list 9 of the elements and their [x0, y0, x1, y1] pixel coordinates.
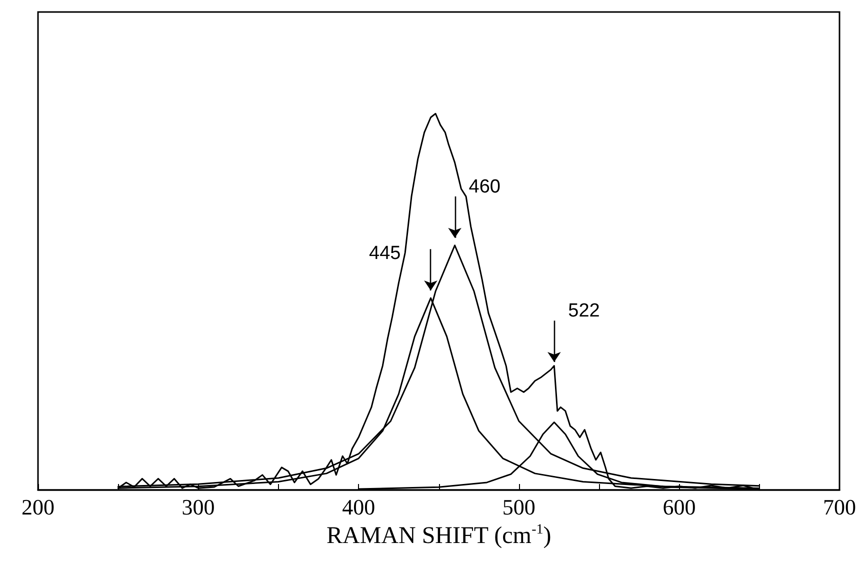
annotation: 460: [468, 176, 500, 198]
x-tick-label: 500: [502, 494, 536, 520]
x-tick-label: 400: [342, 494, 376, 520]
x-tick-label: 300: [182, 494, 215, 520]
x-tick-label: 600: [662, 494, 696, 520]
annotation: 445: [369, 243, 401, 264]
x-tick-label: 700: [823, 494, 856, 520]
annotation: 522: [568, 300, 600, 322]
x-tick-label: 200: [22, 494, 54, 520]
